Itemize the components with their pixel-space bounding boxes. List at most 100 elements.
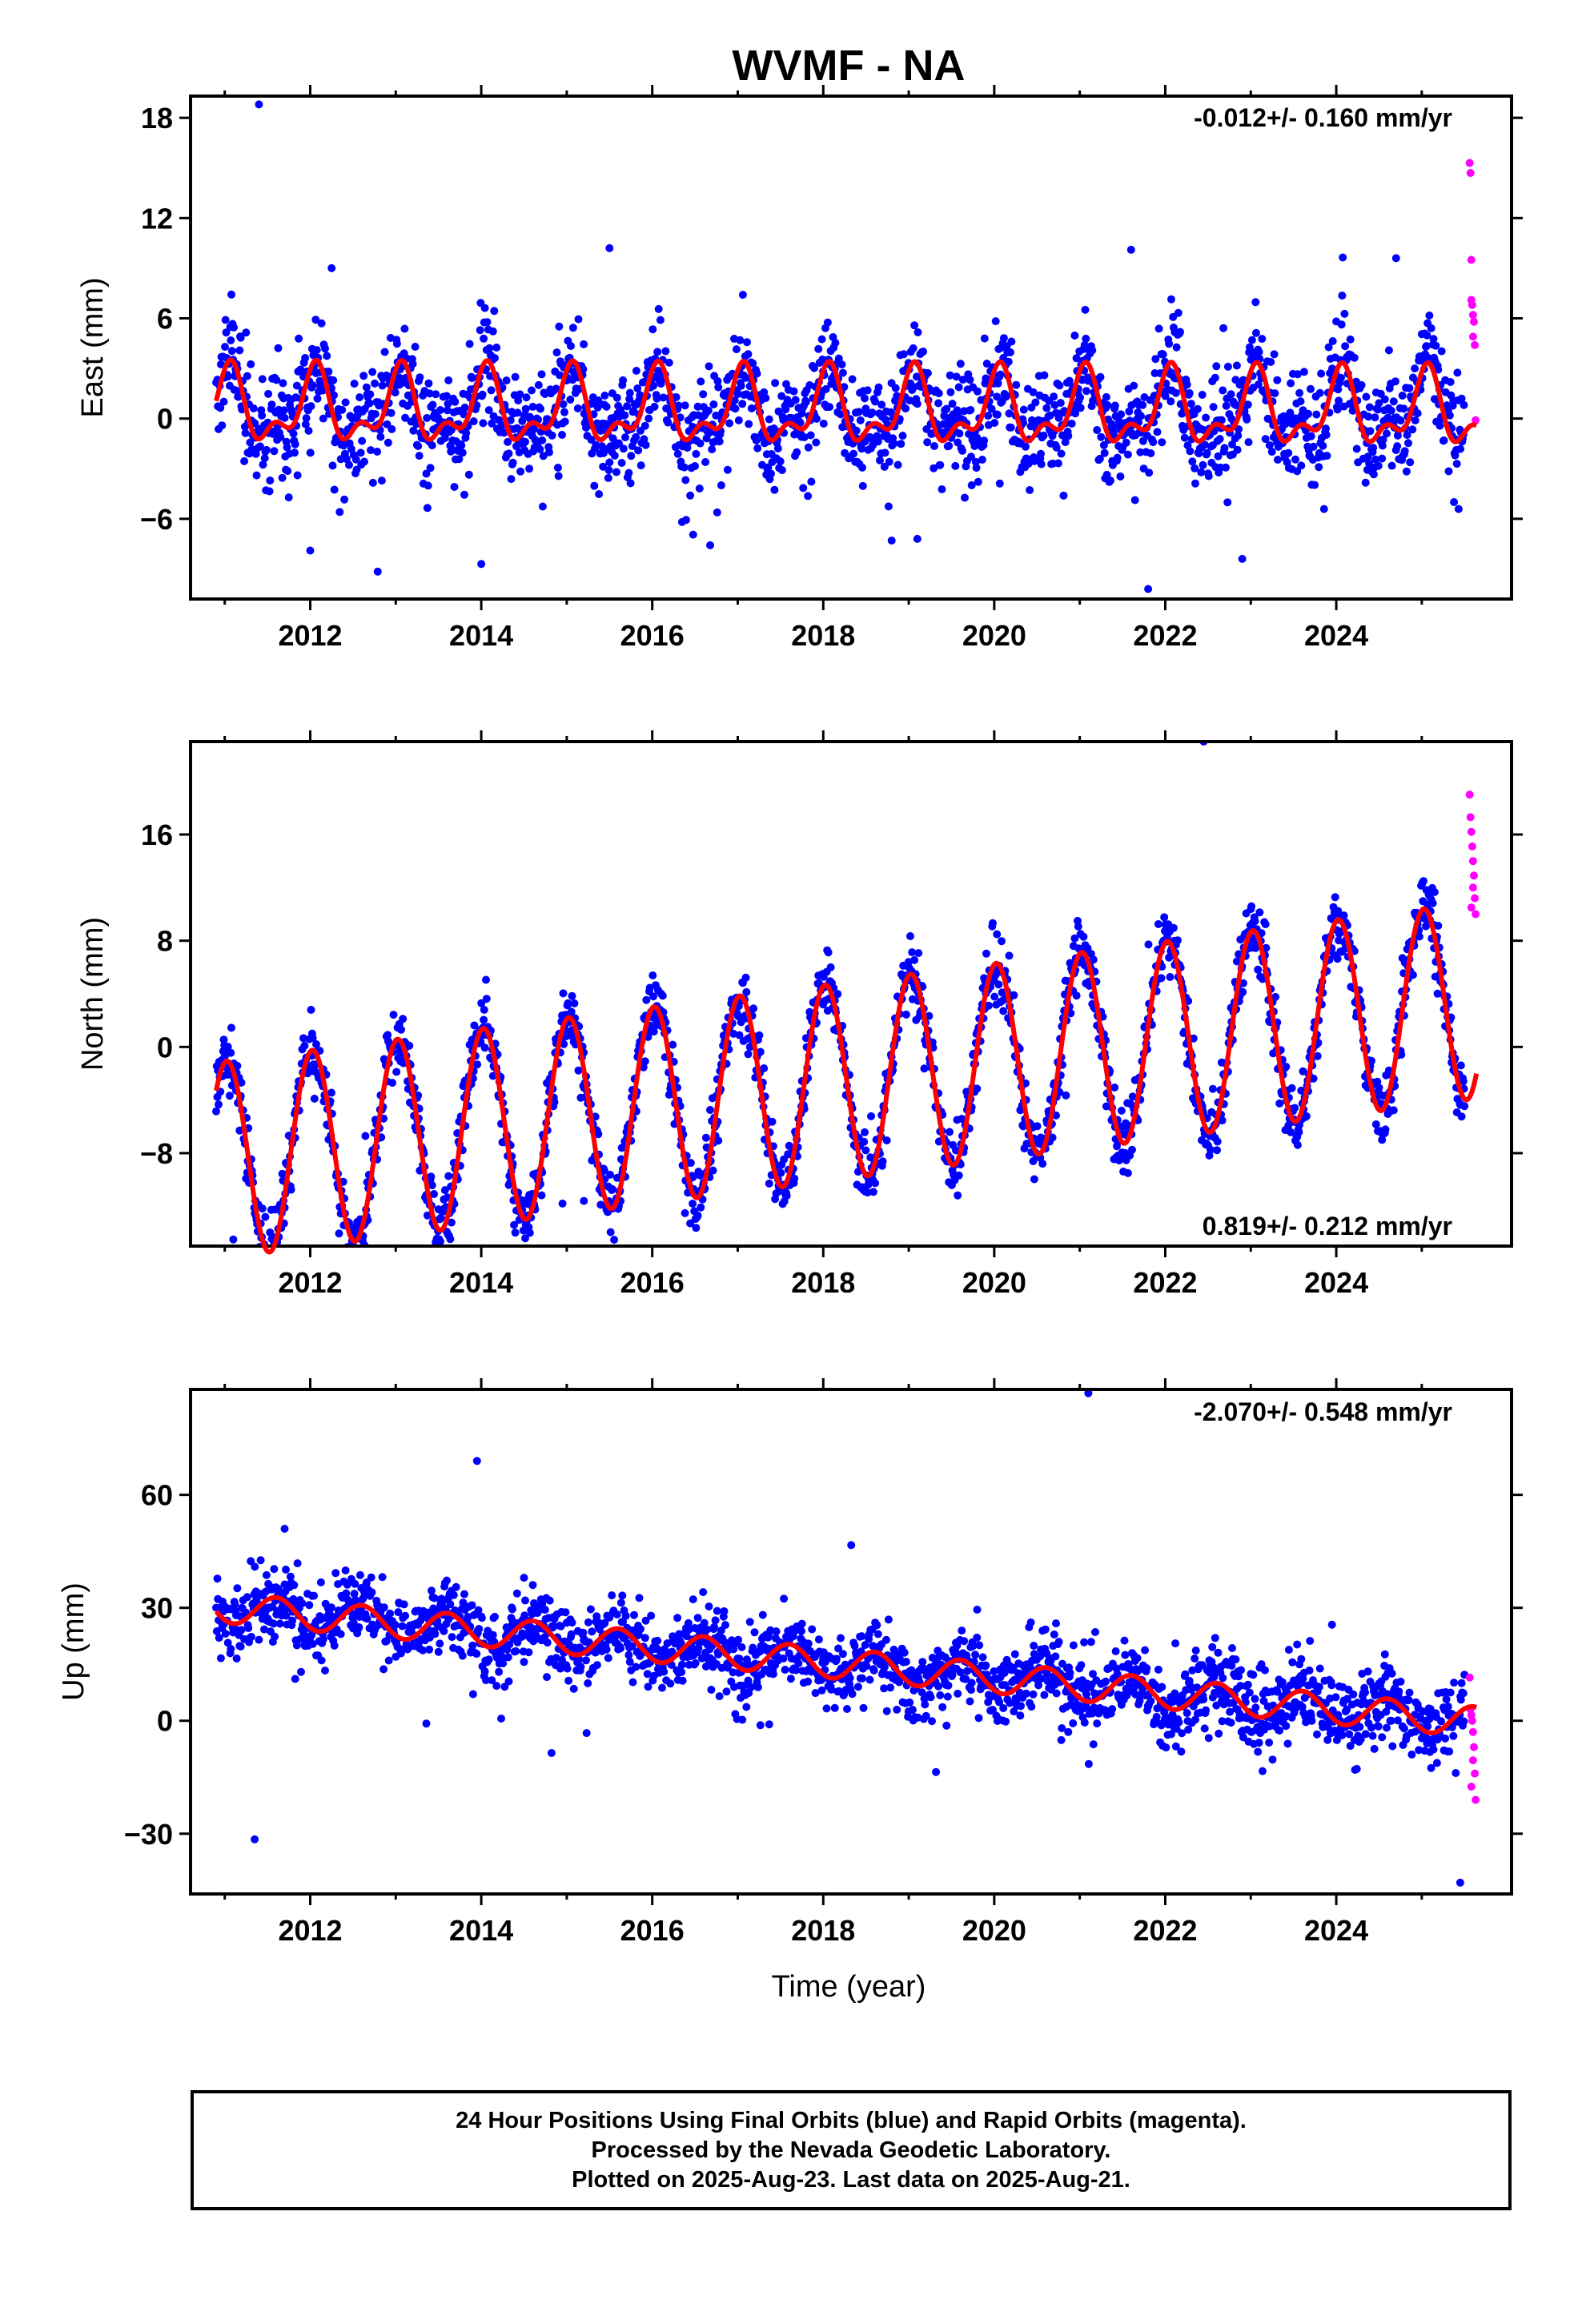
east-final-point bbox=[753, 444, 762, 452]
up-final-point bbox=[666, 1679, 675, 1688]
up-final-point bbox=[488, 1630, 497, 1639]
east-final-point bbox=[1220, 444, 1229, 452]
east-final-point bbox=[1106, 476, 1114, 485]
east-final-point bbox=[714, 383, 723, 392]
east-final-point bbox=[1369, 470, 1378, 479]
east-final-point bbox=[1204, 472, 1213, 480]
north-final-point bbox=[521, 1234, 529, 1243]
east-final-point bbox=[1061, 438, 1070, 447]
east-final-point bbox=[1019, 405, 1028, 414]
east-final-point bbox=[319, 414, 327, 423]
north-final-point bbox=[871, 1179, 880, 1188]
east-final-point bbox=[590, 481, 599, 490]
up-final-point bbox=[644, 1683, 652, 1691]
east-final-point bbox=[1039, 431, 1048, 440]
up-final-point bbox=[297, 1667, 305, 1676]
east-final-point bbox=[699, 390, 708, 399]
east-final-point bbox=[595, 490, 604, 498]
east-final-point bbox=[849, 449, 858, 458]
east-final-point bbox=[773, 444, 782, 452]
east-final-point bbox=[1411, 364, 1419, 373]
east-final-point bbox=[806, 431, 815, 440]
up-final-point bbox=[497, 1715, 505, 1723]
north-final-point bbox=[973, 1084, 982, 1093]
east-final-point bbox=[1151, 355, 1160, 364]
north-rapid-point bbox=[1468, 857, 1477, 866]
east-final-point bbox=[227, 336, 235, 344]
east-final-point bbox=[538, 436, 547, 444]
north-final-point bbox=[1309, 1074, 1318, 1083]
up-final-point bbox=[336, 1630, 345, 1638]
east-final-point bbox=[552, 384, 560, 393]
east-final-point bbox=[538, 502, 547, 511]
east-final-point bbox=[1176, 328, 1184, 336]
east-final-point bbox=[871, 397, 880, 406]
north-final-point bbox=[591, 1112, 600, 1121]
east-rapid-point bbox=[1467, 255, 1476, 264]
east-final-point bbox=[854, 408, 863, 416]
east-final-point bbox=[1012, 380, 1021, 389]
up-final-point bbox=[236, 1612, 244, 1621]
up-final-point bbox=[616, 1644, 625, 1653]
east-final-point bbox=[861, 394, 869, 403]
north-rapid-points bbox=[1465, 790, 1480, 919]
up-final-point bbox=[600, 1618, 609, 1627]
east-final-point bbox=[697, 377, 705, 386]
east-final-point bbox=[958, 376, 967, 384]
north-final-point bbox=[399, 1015, 408, 1023]
north-rapid-point bbox=[1465, 790, 1474, 799]
east-final-point bbox=[293, 471, 302, 480]
east-final-point bbox=[673, 449, 682, 458]
up-final-point bbox=[321, 1667, 329, 1675]
east-final-point bbox=[480, 304, 489, 312]
east-final-point bbox=[283, 443, 291, 452]
east-final-point bbox=[812, 438, 821, 447]
east-final-point bbox=[1422, 342, 1431, 351]
east-final-point bbox=[1284, 448, 1293, 457]
east-final-point bbox=[514, 396, 523, 405]
east-final-point bbox=[771, 379, 780, 388]
east-final-point bbox=[573, 404, 582, 412]
east-outlier-point bbox=[1238, 554, 1247, 563]
east-final-point bbox=[874, 383, 883, 392]
east-final-point bbox=[373, 567, 382, 576]
east-outlier-point bbox=[1391, 254, 1400, 263]
up-final-point bbox=[430, 1594, 439, 1602]
east-final-point bbox=[966, 406, 975, 414]
up-final-point bbox=[576, 1663, 585, 1671]
east-final-point bbox=[259, 460, 267, 469]
up-final-point bbox=[362, 1578, 371, 1587]
north-final-point bbox=[741, 973, 750, 982]
east-final-point bbox=[801, 397, 810, 406]
up-final-point bbox=[582, 1729, 591, 1738]
north-final-point bbox=[1415, 932, 1423, 941]
east-final-point bbox=[770, 485, 779, 494]
east-final-point bbox=[1071, 409, 1080, 418]
east-final-point bbox=[1186, 447, 1195, 456]
east-final-point bbox=[1037, 460, 1046, 468]
north-final-point bbox=[1313, 1051, 1322, 1060]
east-final-point bbox=[980, 334, 989, 343]
north-final-point bbox=[308, 1034, 317, 1043]
up-final-point bbox=[391, 1621, 400, 1629]
east-final-point bbox=[330, 485, 339, 494]
east-final-point bbox=[813, 415, 821, 423]
east-final-point bbox=[362, 383, 371, 392]
east-final-point bbox=[971, 457, 980, 466]
east-final-point bbox=[946, 388, 955, 396]
east-outlier-point bbox=[913, 534, 921, 543]
east-final-point bbox=[521, 404, 530, 413]
east-outlier-point bbox=[1144, 585, 1153, 593]
east-final-point bbox=[545, 448, 553, 456]
east-final-point bbox=[990, 419, 999, 427]
up-final-point bbox=[351, 1579, 359, 1588]
east-final-point bbox=[913, 328, 922, 336]
north-final-point bbox=[1408, 971, 1417, 979]
north-final-point bbox=[1251, 917, 1259, 926]
east-final-point bbox=[1154, 324, 1163, 333]
east-final-point bbox=[653, 348, 662, 356]
north-final-point bbox=[1207, 1145, 1215, 1154]
up-final-point bbox=[341, 1566, 350, 1574]
east-final-point bbox=[1102, 470, 1111, 479]
east-final-point bbox=[868, 408, 877, 417]
